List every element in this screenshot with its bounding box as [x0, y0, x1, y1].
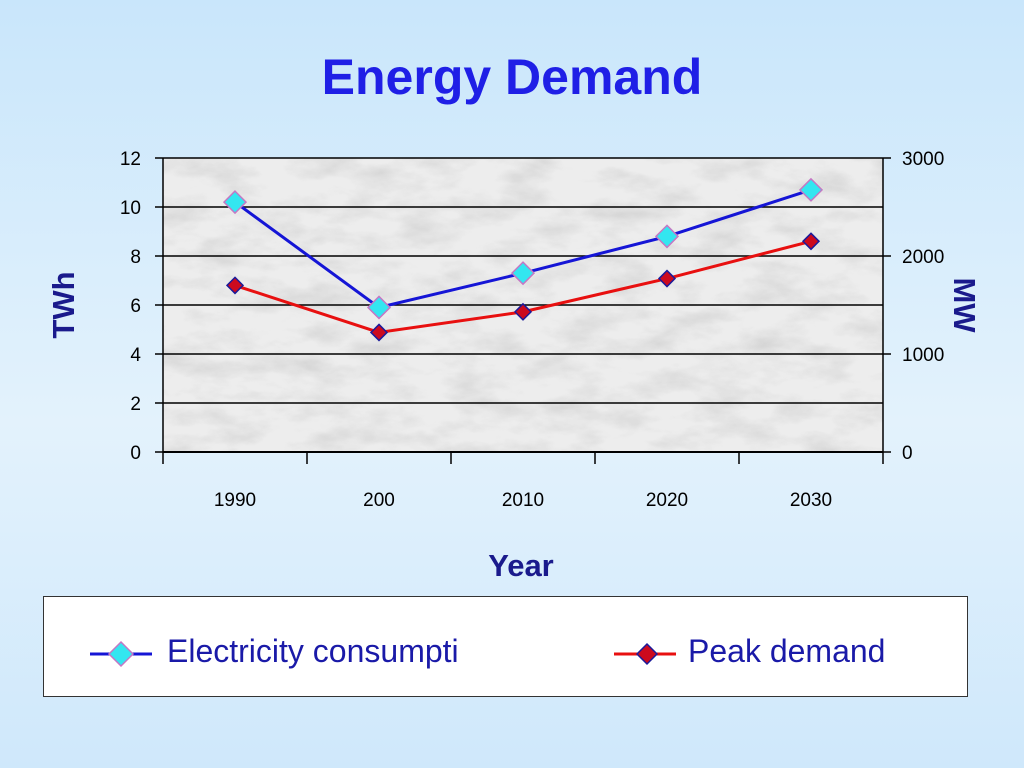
y2-tick-label: 3000 [902, 149, 944, 170]
electricity-point [366, 295, 392, 320]
gridlines [163, 157, 883, 404]
electricity-point [222, 190, 248, 215]
y-tick-label: 12 [120, 149, 141, 170]
data-series [222, 177, 824, 342]
y-tick-label: 8 [130, 247, 141, 268]
chart-axes [155, 157, 891, 464]
chart-legend: Electricity consumpti Peak demand [43, 596, 968, 697]
x-tick-label: 200 [363, 490, 395, 511]
peak-demand-point [513, 302, 533, 321]
y-tick-label: 4 [130, 345, 141, 366]
tick-labels: 0 2 4 6 8 10 12 0 1000 2000 3000 1990 200 2010 2020 203… [120, 149, 944, 511]
legend-swatch-peak-demand [614, 642, 676, 666]
legend-label-peak-demand: Peak demand [688, 633, 886, 669]
y2-tick-label: 2000 [902, 247, 944, 268]
legend-item-electricity: Electricity consumpti [88, 597, 548, 697]
x-axis-title: Year [488, 548, 554, 583]
peak-demand-point [657, 269, 677, 288]
legend-label-electricity: Electricity consumpti [167, 633, 459, 669]
peak-demand-point [225, 276, 245, 295]
y-tick-label: 6 [130, 296, 141, 317]
y2-tick-label: 0 [902, 443, 913, 464]
y-tick-label: 2 [130, 394, 141, 415]
electricity-point [654, 224, 680, 249]
electricity-point [798, 177, 824, 202]
legend-item-peak-demand: Peak demand [612, 597, 942, 697]
peak-demand-point [801, 232, 821, 251]
y2-tick-label: 1000 [902, 345, 944, 366]
secondary-y-axis-title: MW [947, 277, 982, 333]
slide-title: Energy Demand [321, 49, 703, 105]
peak-demand-point [369, 323, 389, 342]
y-tick-label: 10 [120, 198, 141, 219]
x-tick-label: 2010 [502, 490, 544, 511]
y-tick-label: 0 [130, 443, 141, 464]
electricity-point [510, 261, 536, 286]
x-tick-label: 2030 [790, 490, 832, 511]
legend-swatch-electricity [90, 640, 152, 668]
x-tick-label: 1990 [214, 490, 256, 511]
y-axis-title: TWh [46, 271, 81, 338]
x-tick-label: 2020 [646, 490, 688, 511]
energy-demand-chart: 0 2 4 6 8 10 12 0 1000 2000 3000 1990 200 2010 2020 203… [46, 149, 982, 583]
